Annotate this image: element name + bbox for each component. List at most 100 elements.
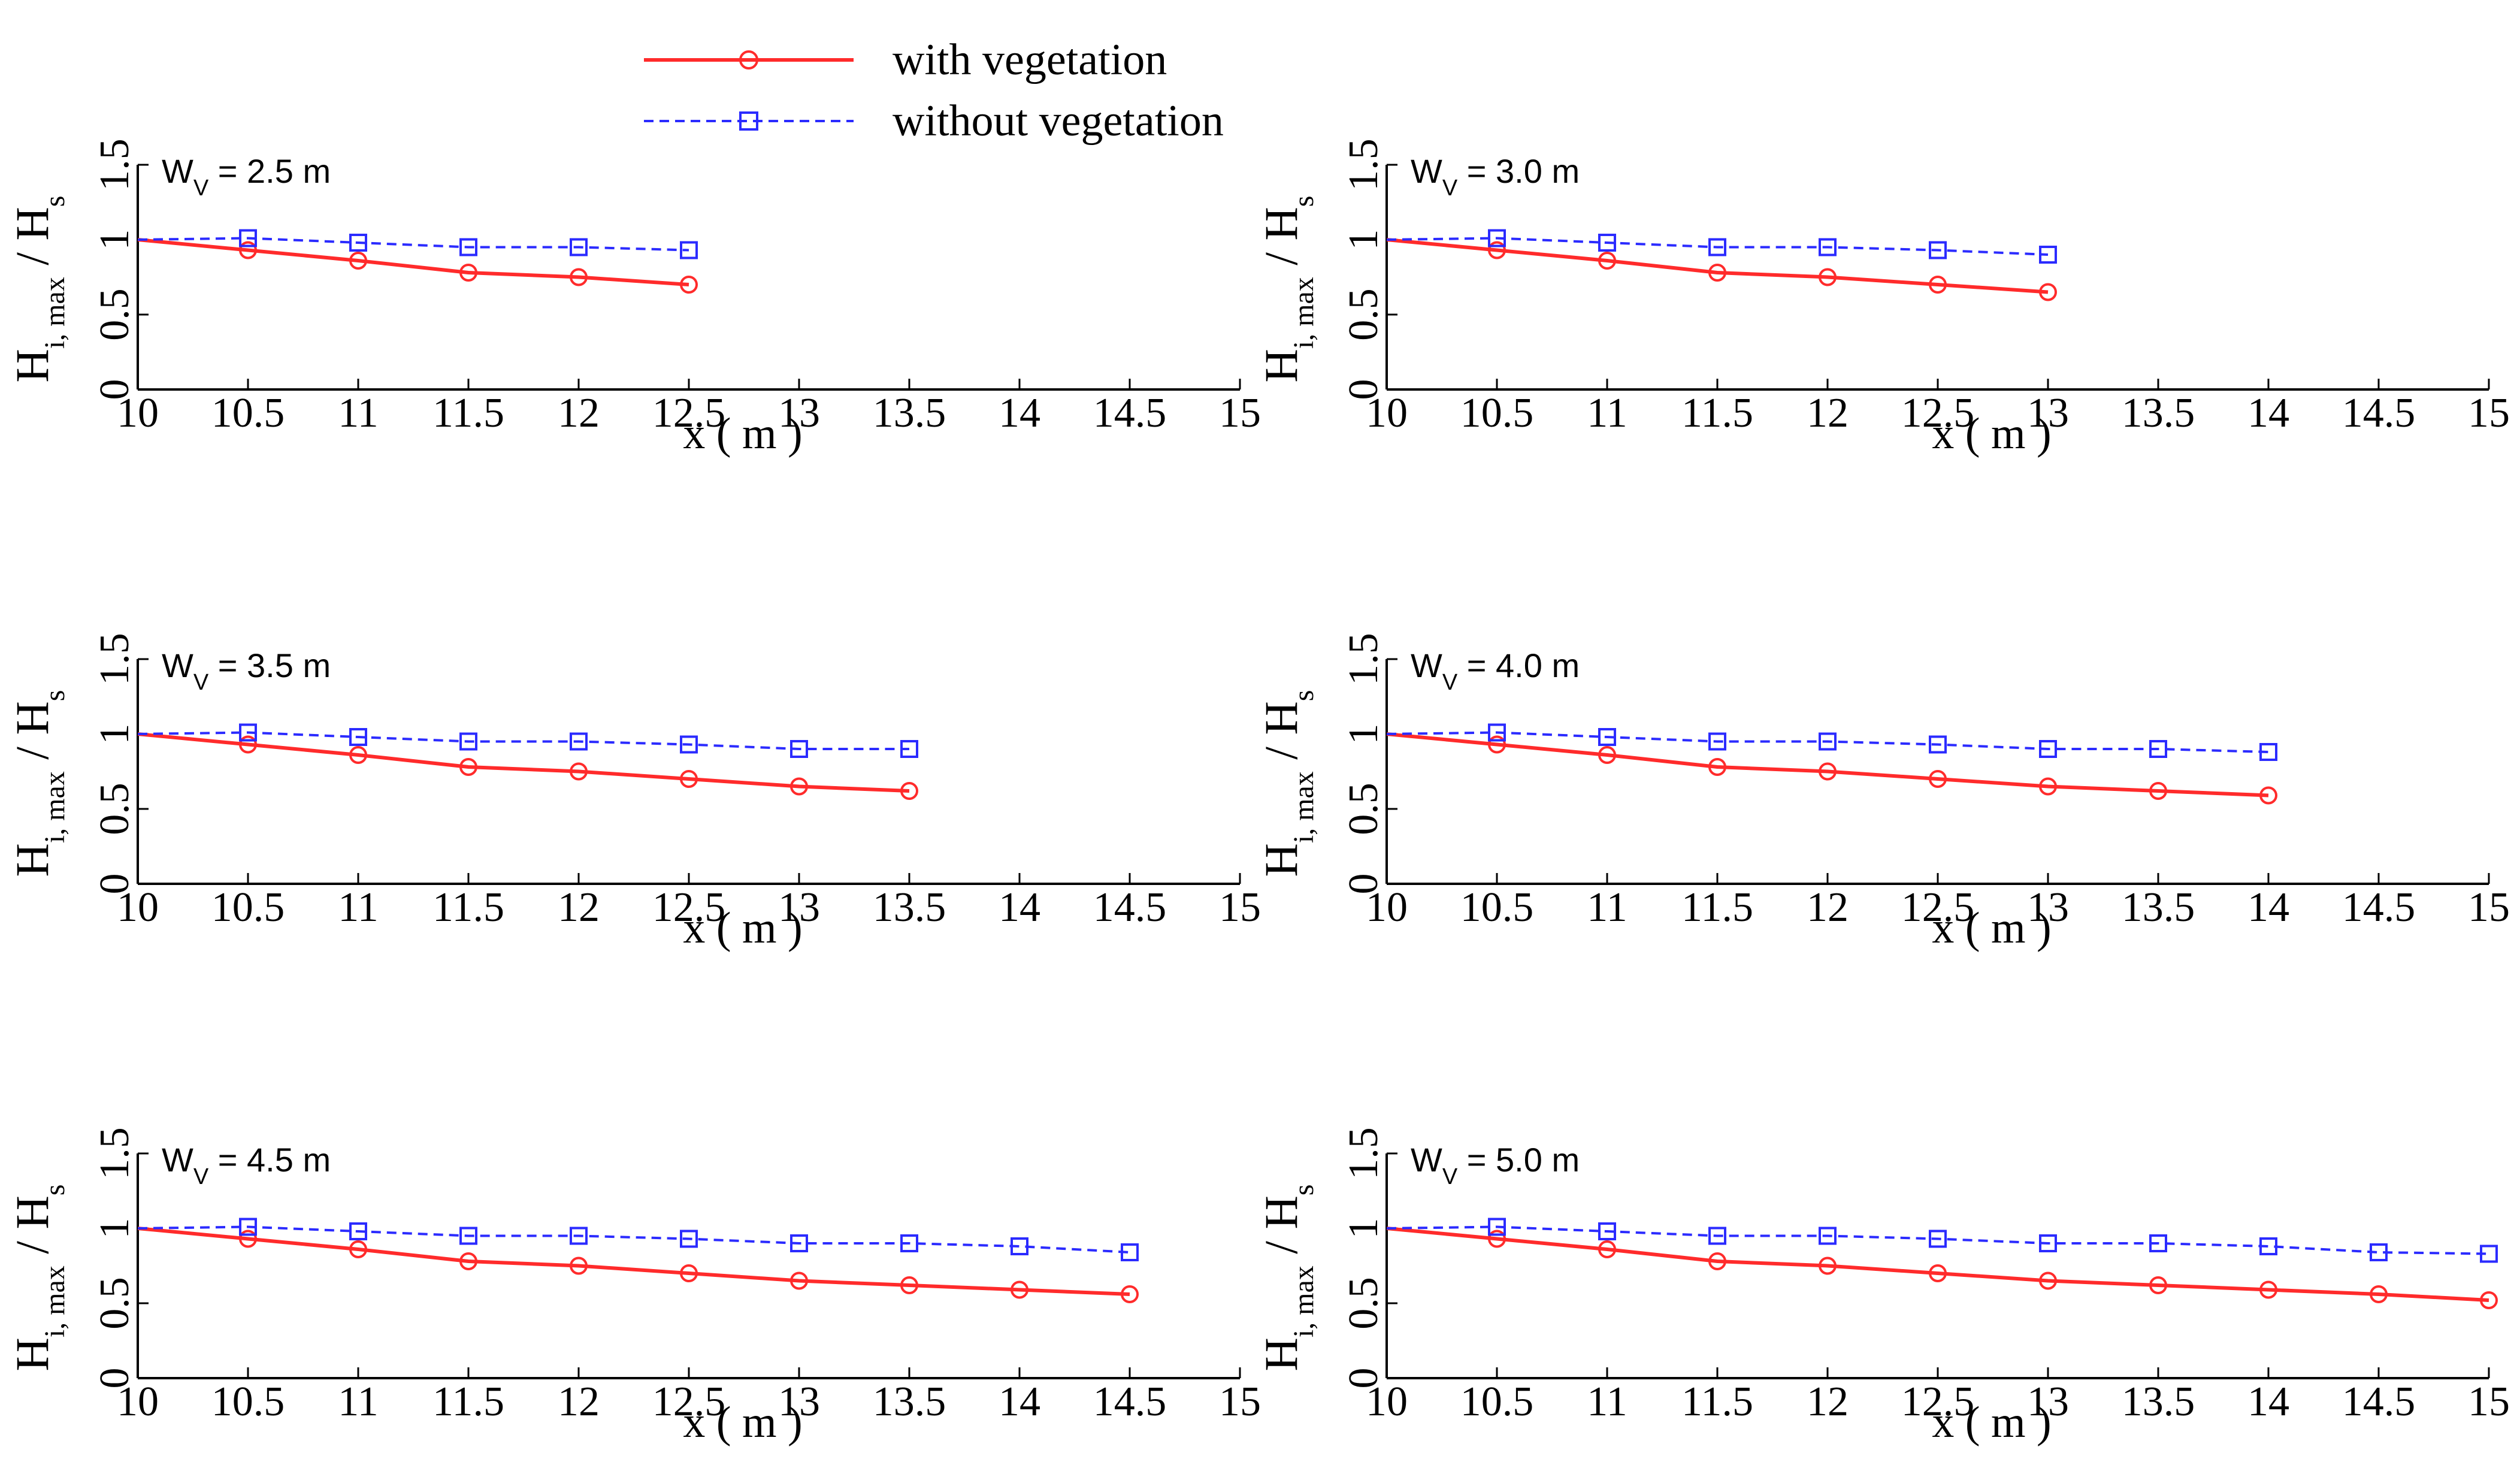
data-point-without-vegetation: [1929, 1230, 1947, 1248]
x-tick-label: 11: [338, 1379, 378, 1425]
data-point-with-vegetation: [2370, 1285, 2388, 1303]
data-point-without-vegetation: [900, 740, 918, 758]
x-tick-label: 12.5: [1901, 390, 1975, 436]
y-axis-label: Hi, max / Hs: [1255, 690, 1320, 877]
y-tick-label: 1.5: [1341, 633, 1387, 685]
x-tick-label: 11.5: [432, 884, 504, 931]
data-point-with-vegetation: [2039, 283, 2057, 301]
x-tick-label: 10: [1366, 884, 1408, 931]
x-tick-label: 10.5: [211, 884, 285, 931]
y-tick-label: 1.5: [92, 1127, 138, 1180]
chart-panel-6: 00.511.510 10.5 11 11.5 12 12.5 13 13.5 14 14.5 15…: [1255, 1127, 2510, 1447]
x-tick-label: 12.5: [652, 1379, 726, 1425]
data-point-without-vegetation: [570, 732, 588, 751]
data-point-without-vegetation: [1929, 735, 1947, 754]
x-tick-label: 10: [1366, 1379, 1408, 1425]
data-point-with-vegetation: [570, 1257, 588, 1275]
data-point-without-vegetation: [790, 740, 808, 758]
y-tick-label: 1: [92, 1218, 138, 1239]
x-axis-label: x ( m ): [1932, 1398, 2051, 1447]
x-tick-label: 12: [1807, 884, 1849, 931]
data-point-without-vegetation: [1488, 723, 1506, 742]
data-point-without-vegetation: [2149, 740, 2167, 758]
data-point-without-vegetation: [1708, 732, 1726, 751]
panel-title: WV = 5.0 m: [1411, 1141, 1580, 1189]
x-tick-label: 12: [1807, 1379, 1849, 1425]
data-point-without-vegetation: [2259, 1237, 2277, 1255]
data-point-with-vegetation: [1819, 1257, 1837, 1275]
data-point-with-vegetation: [1598, 746, 1616, 764]
x-tick-label: 10: [117, 884, 159, 931]
x-tick-label: 14: [999, 884, 1040, 931]
x-tick-label: 13: [778, 1379, 820, 1425]
data-point-without-vegetation: [1929, 241, 1947, 259]
y-tick-label: 0: [1341, 874, 1387, 895]
data-point-without-vegetation: [1488, 1218, 1506, 1236]
panels: 00.511.510 10.5 11 11.5 12 12.5 13 13.5 14 14.5 15…: [6, 138, 2510, 1447]
data-point-without-vegetation: [2259, 743, 2277, 761]
data-point-with-vegetation: [1929, 276, 1947, 294]
data-point-without-vegetation: [1598, 1222, 1616, 1240]
series-line-without-vegetation: [137, 237, 689, 252]
x-tick-label: 10.5: [1460, 1379, 1534, 1425]
y-axis-label: Hi, max / Hs: [6, 1184, 71, 1371]
y-tick-label: 1: [1341, 1218, 1387, 1239]
x-tick-label: 11.5: [1681, 1379, 1753, 1425]
x-tick-label: 12.5: [1901, 884, 1975, 931]
data-point-without-vegetation: [349, 1222, 367, 1240]
data-point-with-vegetation: [2039, 777, 2057, 796]
data-point-without-vegetation: [1819, 732, 1837, 751]
y-tick-label: 0.5: [92, 1277, 138, 1330]
x-tick-label: 14.5: [2342, 390, 2416, 436]
data-point-without-vegetation: [459, 732, 477, 751]
data-point-with-vegetation: [1011, 1280, 1028, 1299]
data-point-without-vegetation: [2039, 740, 2057, 758]
data-point-without-vegetation: [239, 723, 257, 742]
legend-label-without-vegetation: without vegetation: [893, 96, 1224, 146]
data-point-without-vegetation: [680, 1230, 698, 1248]
data-point-with-vegetation: [1708, 264, 1726, 282]
panel-title: WV = 4.5 m: [162, 1141, 331, 1189]
data-point-with-vegetation: [1121, 1285, 1139, 1303]
x-tick-label: 15: [2468, 884, 2510, 931]
x-tick-label: 12: [558, 1379, 600, 1425]
y-tick-label: 1.5: [1341, 138, 1387, 191]
data-point-with-vegetation: [2259, 1280, 2277, 1299]
data-point-without-vegetation: [1708, 238, 1726, 256]
chart-panel-4: 00.511.510 10.5 11 11.5 12 12.5 13 13.5 14 14.5 15…: [1255, 633, 2510, 953]
data-point-with-vegetation: [1488, 241, 1506, 259]
y-tick-label: 0.5: [1341, 1277, 1387, 1330]
x-tick-label: 14.5: [1093, 390, 1167, 436]
chart-panel-5: 00.511.510 10.5 11 11.5 12 12.5 13 13.5 14 14.5 15…: [6, 1127, 1261, 1447]
y-tick-label: 1.5: [1341, 1127, 1387, 1180]
x-tick-label: 13: [2027, 390, 2069, 436]
y-tick-label: 0: [92, 874, 138, 895]
data-point-with-vegetation: [1488, 735, 1506, 754]
x-tick-label: 13.5: [873, 390, 946, 436]
data-point-with-vegetation: [1819, 762, 1837, 781]
x-tick-label: 13.5: [873, 884, 946, 931]
data-point-with-vegetation: [2149, 1276, 2167, 1294]
x-tick-label: 14: [999, 1379, 1040, 1425]
data-point-with-vegetation: [2259, 786, 2277, 805]
chart-panel-1: 00.511.510 10.5 11 11.5 12 12.5 13 13.5 14 14.5 15…: [6, 138, 1261, 458]
x-tick-label: 14.5: [1093, 1379, 1167, 1425]
x-tick-label: 14: [999, 390, 1040, 436]
data-point-with-vegetation: [790, 777, 808, 796]
data-point-without-vegetation: [349, 728, 367, 746]
chart-panel-3: 00.511.510 10.5 11 11.5 12 12.5 13 13.5 14 14.5 15…: [6, 633, 1261, 953]
panel-title: WV = 4.0 m: [1411, 647, 1580, 695]
y-tick-label: 1.5: [92, 138, 138, 191]
data-point-with-vegetation: [1598, 1240, 1616, 1258]
data-point-with-vegetation: [239, 241, 257, 259]
data-point-with-vegetation: [570, 762, 588, 781]
data-point-without-vegetation: [239, 1218, 257, 1236]
series-line-with-vegetation: [1386, 238, 2049, 294]
data-point-without-vegetation: [680, 735, 698, 754]
data-point-with-vegetation: [1488, 1230, 1506, 1248]
x-tick-label: 12: [558, 390, 600, 436]
data-point-with-vegetation: [570, 268, 588, 286]
x-tick-label: 10.5: [211, 390, 285, 436]
data-point-without-vegetation: [459, 238, 477, 256]
